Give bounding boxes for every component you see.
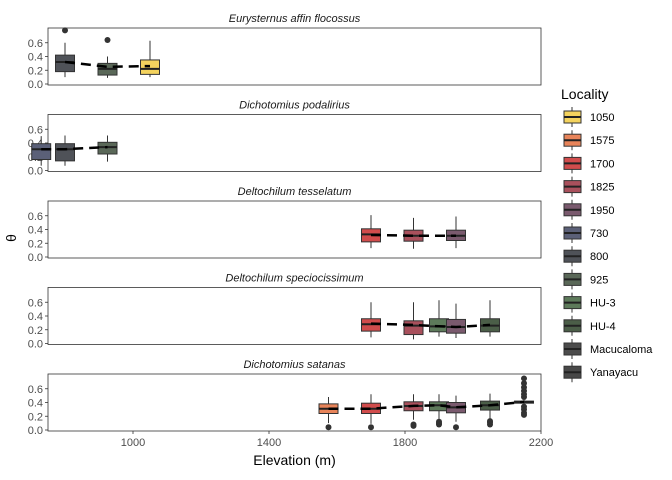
y-tick-label: 0.6 [28,297,43,309]
legend-label: HU-3 [590,298,616,310]
x-axis-title: Elevation (m) [253,452,335,468]
legend-label: HU-4 [590,321,616,333]
trend-line [370,233,456,237]
y-axis-title: θ [3,234,19,242]
panel-frame [47,114,542,172]
box-body [55,143,75,162]
legend-title: Locality [561,86,608,102]
y-tick-label: 0.0 [28,425,43,437]
box-925 [97,37,118,78]
legend-key: Macucaloma [563,339,653,359]
y-tick-label: 0.4 [28,311,43,323]
outlier-point [487,418,493,425]
legend-label: Yanayacu [590,367,638,379]
outlier-point [62,27,68,34]
y-tick-label: 0.0 [28,252,43,264]
facet-title: Deltochilum speciocissimum [225,273,363,285]
panel-frame [47,287,542,345]
x-tick-label: 2200 [529,437,553,449]
legend-key: 730 [563,223,608,243]
outlier-point [368,424,374,431]
x-tick-label: 1800 [393,437,417,449]
trend-line [41,145,108,151]
y-tick-label: 0.4 [28,225,43,237]
legend-key: 800 [563,246,608,267]
y-tick-label: 0.2 [28,325,43,337]
legend-key: 1825 [563,176,614,197]
legend-label: 1950 [590,205,614,217]
outlier-point [410,421,417,428]
y-tick-label: 0.2 [28,238,43,250]
legend-label: 800 [590,251,608,263]
y-tick-label: 0.0 [28,166,43,178]
x-tick-label: 1400 [257,437,281,449]
panels: Eurysternus affin flocossus0.00.20.40.6D… [28,13,542,437]
legend-label: 925 [590,274,608,286]
y-tick-label: 0.4 [28,398,43,410]
y-tick-label: 0.6 [28,124,43,136]
trend-line [370,322,491,329]
legend-key: 1950 [563,199,614,220]
outlier-point [521,403,527,410]
legend-key: 1700 [563,153,614,174]
legend-label: 1050 [590,112,614,124]
x-tick-label: 1000 [121,437,145,449]
legend-key: 1575 [563,130,614,151]
legend-label: 730 [590,228,608,240]
outlier-point [521,375,527,382]
outlier-point [453,424,459,431]
facet-title: Dichotomius podalirius [239,100,350,112]
legend-label: 1825 [590,182,614,194]
box-body [31,143,52,160]
panel-frame [47,27,542,86]
facet-title: Dichotomius satanas [243,359,346,371]
facet-panel: Deltochilum tesselatum 0.0 0.20.4 0.6 [28,186,542,264]
box-body [403,320,424,336]
y-tick-label: 0.2 [28,411,43,423]
trend-line [64,60,151,69]
y-tick-label: 0.4 [28,52,43,64]
facet-panel: Deltochilum speciocissimum 0.0 0.2 0.4 0.6 [28,273,542,351]
outlier-point [325,424,332,431]
facet-panel: Eurysternus affin flocossus 0.0 0.20.4 0.6 [28,13,542,91]
legend: Locality 1050 1575 1700 1825 1950 730 800 925 HU… [561,86,653,383]
legend-label: Macucaloma [590,344,653,356]
y-tick-label: 0.6 [28,211,43,223]
y-tick-label: 0.0 [28,79,43,91]
legend-key: HU-3 [563,292,616,313]
legend-label: 1700 [590,158,614,170]
facet-panel: Dichotomius satanas 0.0 0.20.4 0.6 [28,359,542,437]
legend-key: 1050 [563,107,614,127]
facet-title: Eurysternus affin flocossus [229,13,361,25]
trend-line [328,400,525,410]
outlier-point [436,418,442,425]
outlier-point [521,384,527,391]
legend-label: 1575 [590,135,614,147]
y-tick-label: 0.0 [28,339,43,351]
legend-key: HU-4 [563,315,616,336]
panel-frame [47,373,542,432]
panel-frame [47,200,542,259]
y-tick-label: 0.6 [28,384,43,396]
y-tick-label: 0.2 [28,65,43,77]
outlier-point [521,380,527,387]
facet-title: Deltochilum tesselatum [238,186,352,198]
outlier-point [104,37,111,43]
legend-key: 925 [563,269,608,290]
y-tick-label: 0.6 [28,38,43,50]
legend-key: Yanayacu [563,362,638,383]
x-axis: 1000 1400 1800 2200 [121,431,553,449]
